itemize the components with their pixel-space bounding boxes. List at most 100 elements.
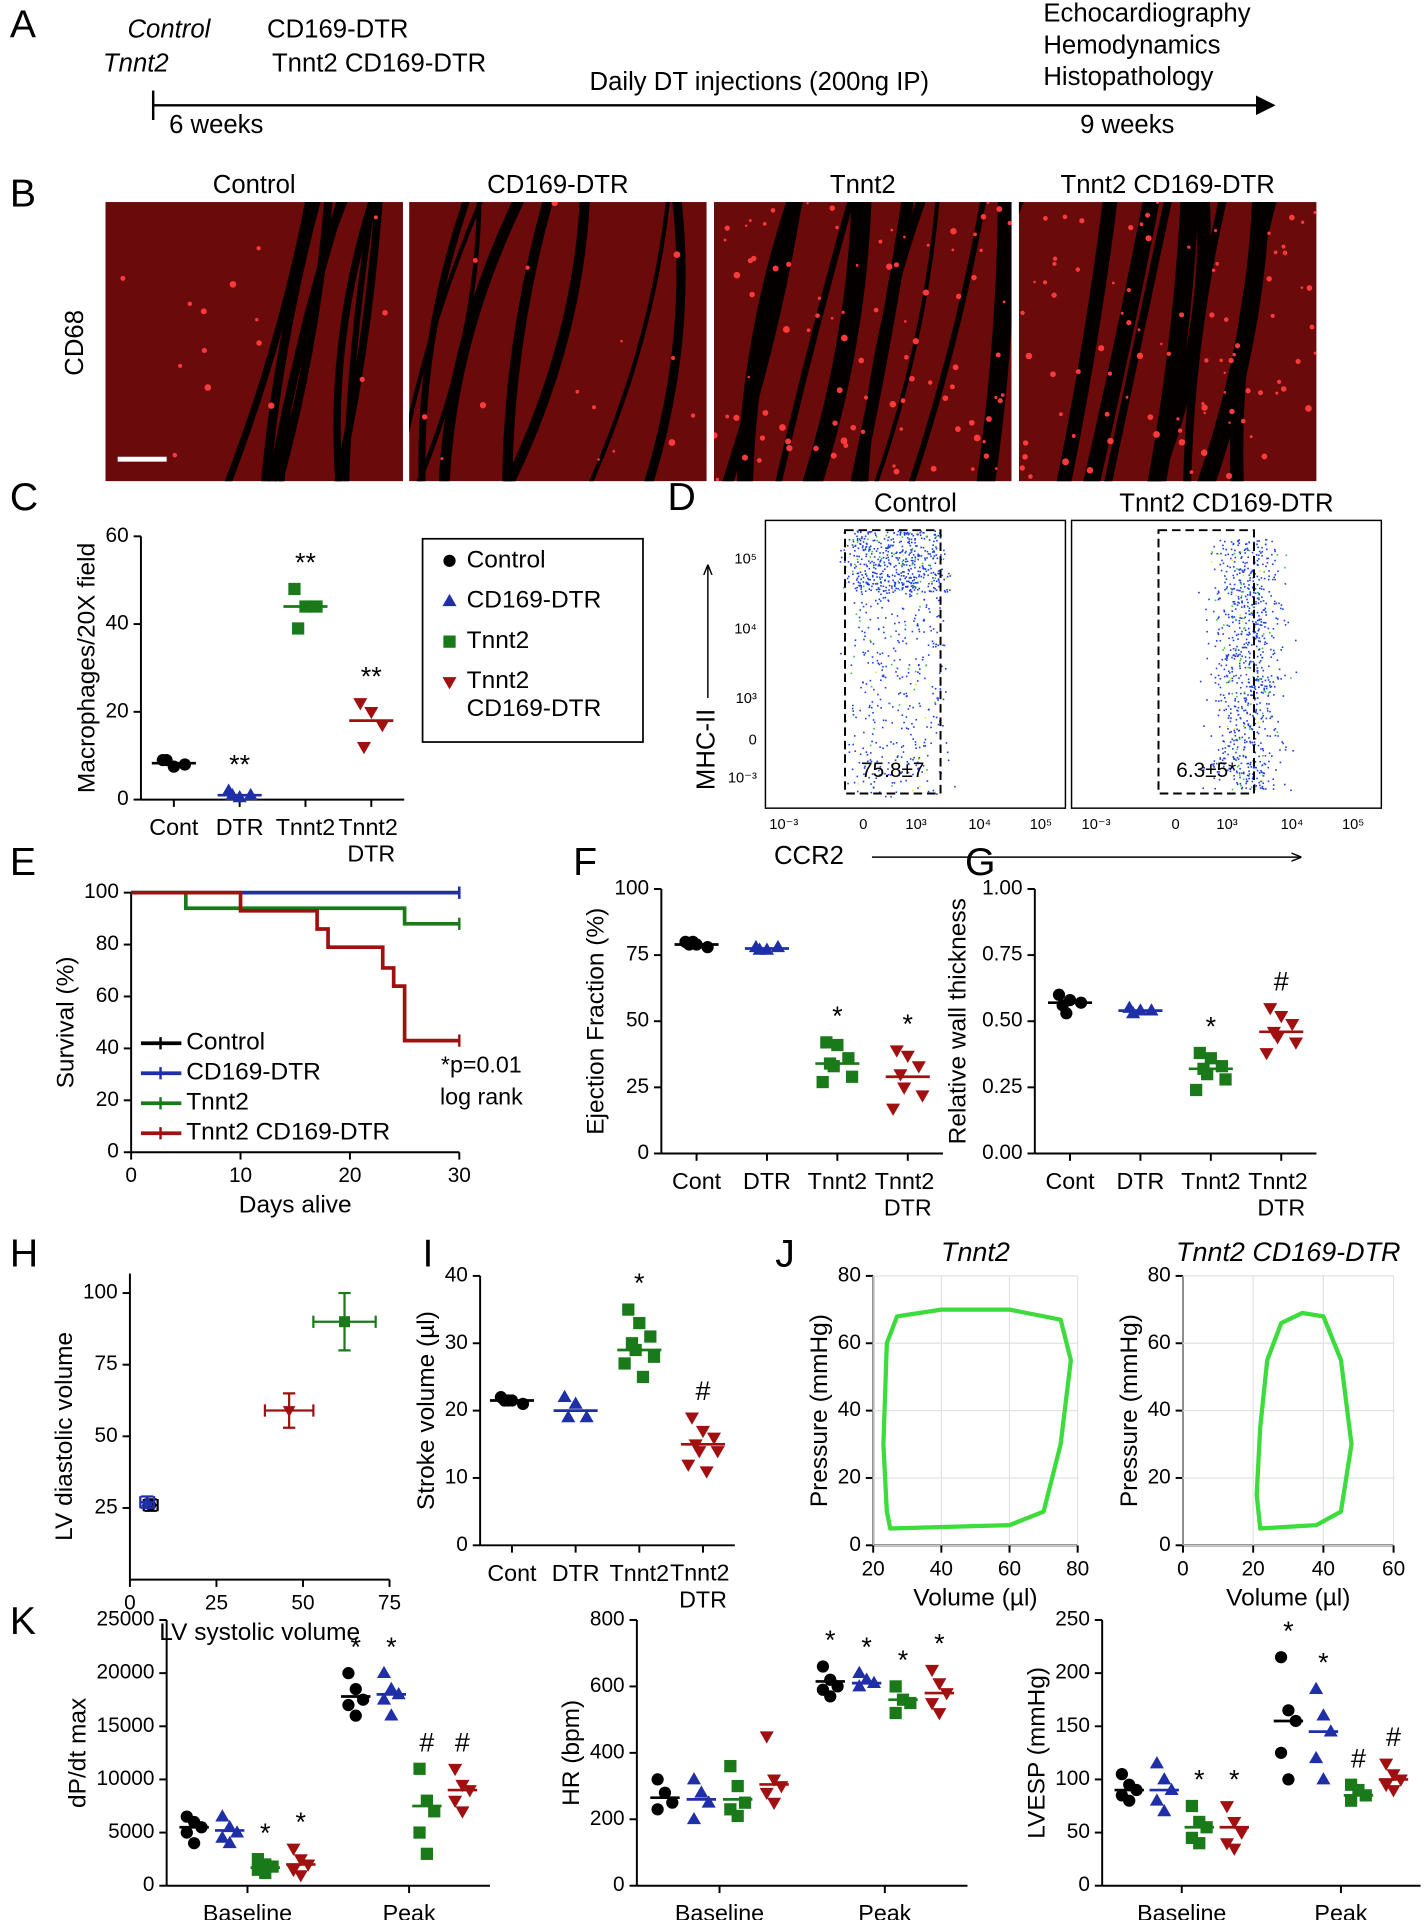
cd68-cell: [1187, 245, 1191, 249]
endpoint-label: Histopathology: [1043, 63, 1213, 91]
flow-event: [1233, 588, 1235, 590]
flow-event: [912, 559, 914, 562]
flow-event: [1240, 583, 1243, 585]
point: [731, 1809, 744, 1823]
flow-event: [1247, 567, 1249, 570]
point: [695, 1425, 711, 1439]
flow-event: [867, 626, 870, 629]
flow-event: [1236, 573, 1238, 576]
flow-event: [862, 605, 865, 608]
flow-event: [1256, 692, 1258, 694]
tissue-gap: [333, 202, 376, 482]
significance: *: [260, 1818, 271, 1848]
x-tick-label: 20: [1242, 1557, 1265, 1580]
point: [816, 1075, 829, 1089]
flow-event: [887, 544, 890, 546]
point: [1282, 1773, 1295, 1786]
point: [897, 1082, 912, 1095]
flow-event: [868, 588, 871, 590]
flow-event: [914, 741, 917, 743]
flow-event: [1237, 710, 1239, 712]
flow-event: [862, 549, 865, 551]
flow-event: [850, 664, 853, 667]
flow-event: [1226, 565, 1229, 568]
flow-event: [1281, 646, 1284, 649]
x-tick-label: 60: [998, 1557, 1021, 1580]
flow-event: [892, 706, 894, 708]
flow-event: [1248, 662, 1251, 665]
cd68-cell: [1223, 391, 1227, 394]
flow-event: [931, 551, 934, 553]
flow-event: [1259, 709, 1262, 711]
legend-label: Tnnt2: [467, 627, 530, 654]
point: [353, 698, 368, 711]
flow-event: [1235, 724, 1238, 726]
flow-event: [1242, 646, 1245, 649]
flow-event: [927, 553, 930, 555]
point: [701, 1795, 716, 1808]
flow-event: [914, 587, 917, 589]
flow-event: [897, 573, 899, 576]
flow-event: [1255, 710, 1257, 713]
flow-event: [840, 652, 842, 655]
flow-event: [888, 584, 891, 587]
cd68-cell: [1273, 250, 1278, 255]
cd68-cell: [878, 239, 883, 244]
cd68-cell: [1223, 371, 1227, 375]
flow-event: [872, 711, 874, 714]
flow-event: [907, 585, 909, 588]
significance: #: [1274, 967, 1289, 997]
flow-event: [937, 699, 939, 701]
flow-event: [910, 594, 913, 597]
flow-event: [1232, 543, 1235, 546]
significance: #: [419, 1727, 434, 1757]
flow-event: [859, 567, 861, 570]
flow-event: [871, 733, 874, 735]
flow-event: [867, 583, 870, 586]
flow-event: [1254, 761, 1257, 763]
point: [701, 941, 714, 954]
flow-event: [946, 590, 949, 593]
flow-event: [1262, 714, 1265, 717]
flow-event: [1252, 676, 1255, 678]
flow-event: [876, 704, 879, 707]
flow-event: [840, 556, 843, 559]
flow-event: [924, 717, 927, 719]
group-label: Control: [127, 15, 211, 43]
flow-event: [1221, 747, 1224, 750]
cd68-cell: [785, 438, 792, 445]
flow-event: [1240, 762, 1243, 765]
point: [455, 1806, 470, 1819]
flow-event: [1251, 694, 1254, 697]
x-tick-label: Tnnt2: [808, 1168, 867, 1194]
point: [1185, 1799, 1199, 1813]
point: [443, 635, 456, 648]
flow-event: [1258, 578, 1260, 581]
cd68-cell: [1177, 428, 1183, 433]
gate: [844, 529, 942, 795]
flow-event: [879, 573, 882, 576]
x-tick-label: 10: [229, 1164, 252, 1187]
flow-event: [1241, 736, 1244, 739]
flow-event: [1244, 733, 1246, 736]
flow-event: [851, 768, 854, 771]
flow-event: [1256, 703, 1258, 706]
cd68-cell: [1178, 439, 1186, 446]
point: [448, 1763, 463, 1777]
flow-event: [1243, 569, 1246, 572]
flow-x-tick: 10³: [1216, 817, 1237, 833]
flow-event: [897, 530, 900, 533]
flow-event: [921, 562, 924, 565]
flow-event: [908, 538, 911, 540]
flow-event: [1276, 659, 1279, 662]
flow-event: [1237, 655, 1239, 658]
flow-event: [901, 565, 903, 568]
flow-event: [905, 716, 908, 718]
point: [911, 1061, 926, 1074]
flow-event: [887, 546, 889, 548]
flow-event: [924, 745, 927, 747]
flow-event: [1228, 745, 1231, 747]
flow-event: [1245, 646, 1248, 649]
flow-event: [879, 746, 881, 749]
